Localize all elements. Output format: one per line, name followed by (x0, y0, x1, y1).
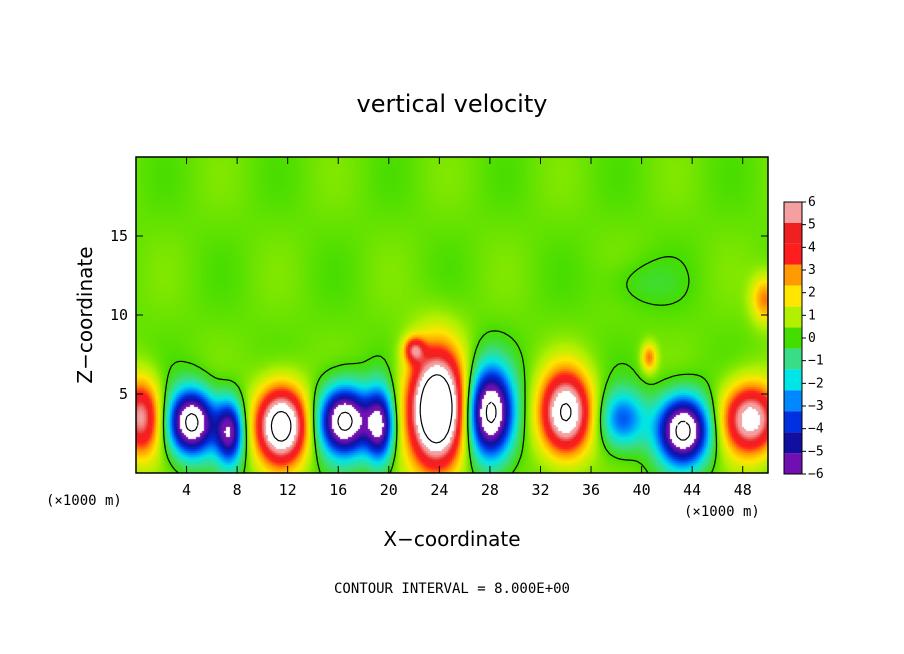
x-unit-label-left: (×1000 m) (46, 493, 122, 509)
colorbar-swatch (784, 285, 802, 307)
x-tick-label: 44 (683, 481, 701, 499)
colorbar-swatch (784, 369, 802, 391)
colorbar-swatch (784, 348, 802, 370)
colorbar-label: −3 (808, 399, 824, 414)
x-unit-label-right: (×1000 m) (684, 504, 760, 520)
heatmap-canvas (136, 157, 768, 473)
x-tick-label: 28 (481, 481, 499, 499)
y-tick-label: 10 (110, 306, 128, 324)
colorbar-label: 3 (808, 263, 816, 278)
colorbar-label: 1 (808, 308, 816, 323)
colorbar-label: 2 (808, 286, 816, 301)
contour-positive (270, 374, 572, 444)
colorbar-swatch (784, 243, 802, 265)
colorbar-swatch (784, 264, 802, 286)
y-tick-label: 15 (110, 227, 128, 245)
plot-area (136, 157, 768, 473)
colorbar-swatch (784, 327, 802, 349)
colorbar-swatch (784, 390, 802, 412)
contour-negative (185, 401, 691, 441)
y-axis-label: Z−coordinate (73, 246, 97, 383)
colorbar-swatch (784, 306, 802, 328)
x-tick-label: 20 (380, 481, 398, 499)
y-axis-ticks: 5 10 15 (110, 227, 768, 403)
colorbar-label: 5 (808, 218, 816, 233)
colorbar-label: −2 (808, 376, 824, 391)
colorbar-label: 4 (808, 240, 816, 255)
chart-title: vertical velocity (357, 90, 548, 118)
x-tick-label: 36 (582, 481, 600, 499)
x-tick-label: 24 (430, 481, 448, 499)
x-axis-label: X−coordinate (383, 527, 520, 551)
colorbar-swatch (784, 202, 802, 223)
colorbar-label: 6 (808, 195, 816, 210)
x-tick-label: 48 (734, 481, 752, 499)
colorbar-swatch (784, 222, 802, 244)
x-tick-label: 8 (233, 481, 242, 499)
colorbar-label: −6 (808, 467, 824, 482)
contour-lines (162, 256, 718, 474)
colorbar-swatch (784, 432, 802, 454)
x-tick-label: 32 (531, 481, 549, 499)
colorbar-swatch (784, 411, 802, 433)
contour-zero (162, 256, 718, 474)
x-tick-label: 40 (633, 481, 651, 499)
colorbar-label: 0 (808, 331, 816, 346)
y-tick-label: 5 (119, 385, 128, 403)
contour-interval-label: CONTOUR INTERVAL = 8.000E+00 (334, 581, 570, 597)
x-tick-label: 12 (279, 481, 297, 499)
colorbar-label: −5 (808, 444, 824, 459)
x-axis-ticks: 4 8 12 16 20 24 28 32 36 40 44 48 (182, 157, 752, 499)
colorbar: 6 5 4 3 2 1 0 −1 −2 −3 −4 −5 −6 (783, 195, 824, 482)
x-tick-label: 4 (182, 481, 191, 499)
colorbar-label: −4 (808, 422, 824, 437)
colorbar-swatch (784, 453, 802, 474)
colorbar-label: −1 (808, 354, 824, 369)
x-tick-label: 16 (329, 481, 347, 499)
